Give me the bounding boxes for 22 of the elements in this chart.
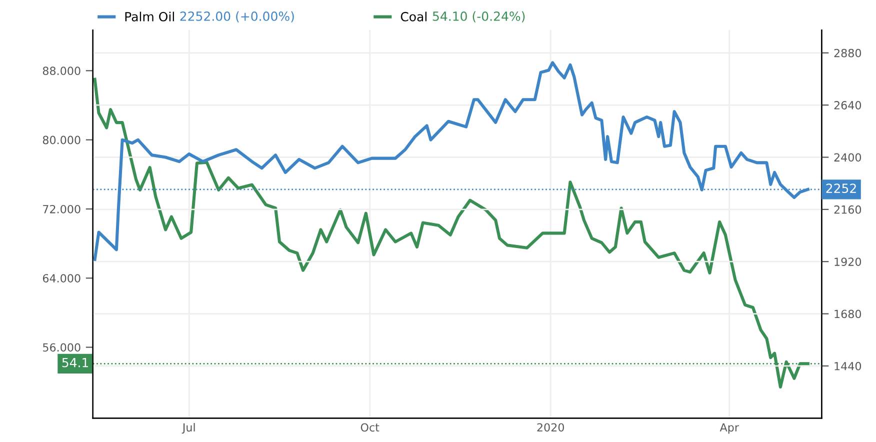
y-tick-label: 88.000 (42, 66, 80, 76)
y-tick-label: 72.000 (43, 204, 80, 214)
y2-tick-label: 1680 (834, 310, 862, 318)
y2-tick-label: 2400 (834, 153, 862, 162)
text: 2252.00 (+0.00%) (180, 11, 294, 22)
x-tick-label: 2020 (537, 423, 564, 432)
x-tick-label: Jul (182, 422, 195, 434)
ref-line-label: 2252 (826, 184, 856, 194)
y2-tick-label: 2160 (834, 205, 862, 214)
legend-label: Palm Oil (125, 12, 174, 22)
y-tick-label: 64.000 (42, 274, 80, 282)
text: 54.10 (-0.24%) (432, 11, 525, 22)
x-tick-label: Oct (360, 423, 380, 432)
legend-label: Coal (400, 12, 426, 22)
ref-line-label: 54.1 (62, 358, 88, 368)
y2-tick-label: 1440 (834, 362, 862, 370)
y-tick-label: 56.000 (43, 343, 80, 352)
y2-tick-label: 1920 (834, 258, 862, 266)
x-tick-label: Apr (720, 423, 739, 434)
y-tick-label: 80.000 (42, 136, 80, 144)
y2-tick-label: 2880 (834, 48, 862, 58)
y2-tick-label: 2640 (834, 101, 862, 110)
